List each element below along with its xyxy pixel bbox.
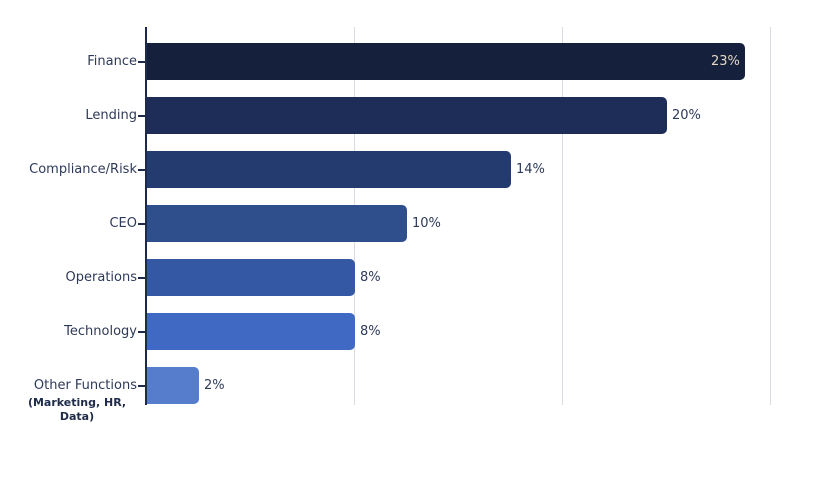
bar-row: Technology 8% — [0, 313, 838, 350]
bar — [147, 43, 745, 80]
category-label: Operations — [65, 270, 137, 285]
axis-tick — [138, 169, 145, 171]
bar — [147, 205, 407, 242]
other-functions-sublabel: (Marketing, HR, Data) — [27, 396, 127, 423]
bar-row: Operations 8% — [0, 259, 838, 296]
bar — [147, 151, 511, 188]
bar-row: CEO 10% — [0, 205, 838, 242]
value-label: 10% — [412, 216, 441, 231]
category-label: Lending — [85, 108, 137, 123]
axis-tick — [138, 223, 145, 225]
bar-row: Compliance/Risk 14% — [0, 151, 838, 188]
value-label: 14% — [516, 162, 545, 177]
bar-row: Finance 23% — [0, 43, 838, 80]
gridline — [562, 27, 563, 405]
category-label: Technology — [64, 324, 137, 339]
value-label: 8% — [360, 270, 381, 285]
axis-tick — [138, 115, 145, 117]
axis-tick — [138, 61, 145, 63]
value-label: 8% — [360, 324, 381, 339]
bar — [147, 97, 667, 134]
category-label: CEO — [109, 216, 137, 231]
axis-tick — [138, 331, 145, 333]
value-label: 23% — [711, 54, 740, 69]
axis-tick — [138, 385, 145, 387]
gridline — [770, 27, 771, 405]
y-axis-line — [145, 27, 147, 405]
category-label: Other Functions — [33, 378, 137, 393]
bar — [147, 259, 355, 296]
axis-tick — [138, 277, 145, 279]
value-label: 2% — [204, 378, 225, 393]
value-label: 20% — [672, 108, 701, 123]
category-label: Finance — [87, 54, 137, 69]
bar-row: Other Functions 2% — [0, 367, 838, 404]
bar — [147, 367, 199, 404]
bar-row: Lending 20% — [0, 97, 838, 134]
category-label: Compliance/Risk — [29, 162, 137, 177]
bar — [147, 313, 355, 350]
